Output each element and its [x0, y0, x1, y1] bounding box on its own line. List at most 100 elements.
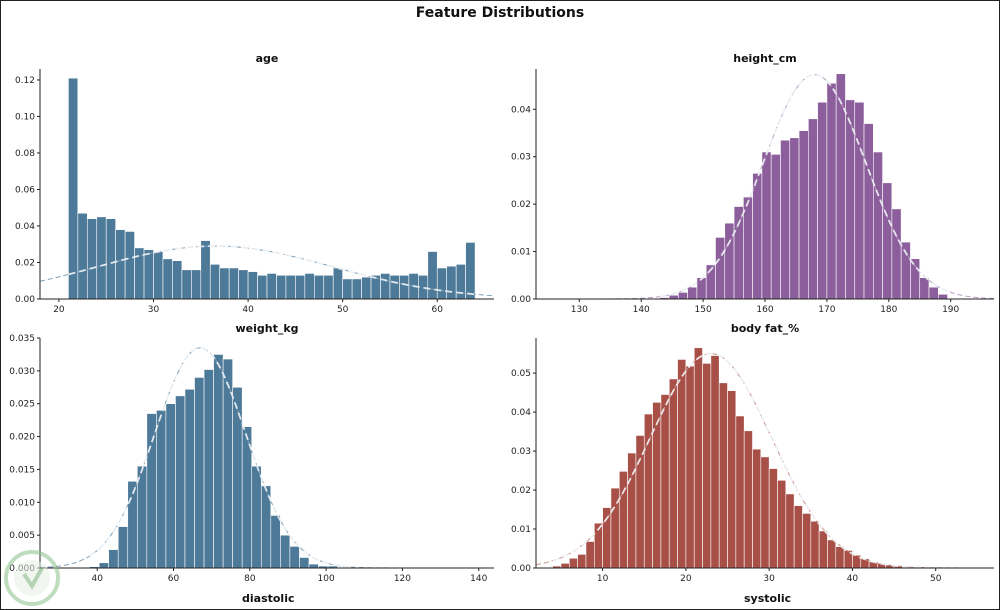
bar-3-18 — [702, 363, 712, 569]
y-tick-label-2-3: 0.015 — [9, 465, 35, 475]
bar-2-12 — [203, 369, 214, 569]
bar-0-22 — [276, 274, 287, 300]
bar-0-39 — [436, 267, 448, 300]
bar-3-34 — [835, 546, 845, 569]
x-tick-label-0-4: 60 — [432, 305, 444, 315]
kde-overlay-2 — [89, 346, 357, 569]
bar-3-8 — [618, 471, 628, 569]
bar-3-12 — [652, 402, 662, 569]
bar-3-27 — [777, 479, 787, 569]
bar-0-40 — [446, 265, 457, 300]
bar-0-17 — [228, 267, 239, 300]
x-tick-label-2-0: 40 — [92, 574, 104, 584]
bar-3-30 — [802, 513, 812, 569]
bar-0-11 — [172, 260, 183, 300]
kde-overlay-0 — [68, 245, 476, 296]
bar-3-17 — [693, 347, 703, 569]
x-tick-label-3-2: 30 — [763, 574, 775, 584]
x-tick-label-0-0: 20 — [53, 305, 65, 315]
bar-0-20 — [257, 274, 268, 300]
y-tick-label-2-5: 0.025 — [9, 400, 35, 410]
panel-title-0: age — [256, 52, 279, 65]
x-tick-label-3-3: 40 — [847, 574, 859, 584]
bar-0-38 — [427, 251, 438, 300]
bar-1-24 — [882, 182, 893, 300]
bar-0-33 — [380, 273, 391, 300]
y-tick-label-3-0: 0.00 — [511, 564, 531, 574]
bar-2-14 — [222, 358, 233, 569]
bar-3-15 — [677, 359, 687, 569]
x-tick-label-2-5: 140 — [470, 574, 487, 584]
bar-0-23 — [285, 274, 296, 300]
panel-0: age 0.00 0.02 0.04 0.06 0.08 0.10 0.12 20 30 40 50 6… — [15, 52, 495, 315]
y-tick-label-3-1: 0.01 — [511, 525, 531, 535]
bar-0-8 — [143, 249, 154, 300]
bar-3-24 — [752, 448, 762, 569]
x-tick-label-0-2: 40 — [242, 305, 254, 315]
bar-1-22 — [863, 123, 874, 300]
bar-1-15 — [798, 130, 809, 300]
x-tick-label-2-1: 60 — [168, 574, 180, 584]
bar-3-22 — [735, 415, 745, 569]
y-tick-label-2-4: 0.020 — [9, 433, 35, 443]
x-tick-label-2-2: 80 — [244, 574, 256, 584]
bar-2-22 — [299, 557, 310, 569]
y-tick-label-2-2: 0.010 — [9, 498, 35, 508]
bar-0-2 — [86, 218, 98, 300]
x-tick-label-1-6: 190 — [942, 305, 959, 315]
x-tick-label-3-4: 50 — [930, 574, 942, 584]
panel-title-1: height_cm — [733, 52, 797, 65]
bar-1-12 — [770, 154, 781, 300]
panel-2: weight_kg0.0000.0050.0100.0150.0200.0250… — [9, 322, 494, 584]
bar-1-2 — [678, 292, 688, 300]
bottom-label-right: systolic — [744, 592, 792, 605]
bar-3-20 — [718, 382, 728, 569]
panel-1: height_cm 0.00 0.01 0.02 0.03 0.04 130 140 150 16… — [511, 52, 995, 315]
bar-2-3 — [117, 526, 129, 569]
bar-3-16 — [685, 365, 695, 569]
bar-3-29 — [793, 505, 803, 569]
bar-1-29 — [928, 286, 939, 300]
bar-0-24 — [295, 274, 306, 300]
bar-1-28 — [919, 277, 930, 300]
x-tick-label-1-0: 130 — [571, 305, 588, 315]
y-tick-label-0-5: 0.10 — [15, 112, 35, 122]
x-tick-label-1-1: 140 — [633, 305, 650, 315]
bar-1-27 — [910, 258, 921, 300]
y-tick-label-2-7: 0.035 — [9, 334, 35, 344]
y-tick-label-3-4: 0.04 — [511, 408, 531, 418]
y-tick-label-0-3: 0.06 — [15, 185, 35, 195]
x-tick-label-2-3: 100 — [318, 574, 335, 584]
bar-0-3 — [96, 216, 107, 300]
bar-3-21 — [727, 390, 737, 569]
bar-0-26 — [313, 274, 325, 300]
bar-2-6 — [146, 413, 157, 569]
bar-3-32 — [818, 530, 828, 569]
y-tick-label-3-2: 0.02 — [511, 486, 531, 496]
bar-0-13 — [191, 269, 202, 300]
bar-0-12 — [181, 269, 192, 300]
y-tick-label-3-3: 0.03 — [511, 447, 531, 457]
bar-3-3 — [577, 554, 587, 569]
bar-0-6 — [124, 231, 135, 300]
panel-title-2: weight_kg — [235, 322, 298, 335]
bar-0-25 — [304, 273, 315, 300]
x-tick-label-0-1: 30 — [148, 305, 160, 315]
x-tick-label-1-5: 180 — [880, 305, 897, 315]
bar-2-11 — [194, 377, 205, 569]
bar-2-5 — [136, 465, 148, 569]
bar-0-4 — [105, 218, 116, 300]
bar-2-1 — [98, 562, 109, 569]
bar-2-15 — [232, 386, 243, 569]
bar-2-2 — [108, 549, 119, 569]
bar-1-10 — [752, 173, 763, 300]
bar-2-20 — [280, 534, 291, 569]
bar-0-9 — [153, 251, 164, 300]
bar-2-21 — [289, 546, 300, 569]
bar-0-31 — [361, 276, 372, 300]
bar-0-21 — [266, 273, 277, 300]
y-tick-label-0-4: 0.08 — [15, 149, 35, 159]
bar-3-31 — [810, 520, 820, 569]
bar-3-11 — [643, 413, 653, 569]
bar-2-8 — [165, 403, 176, 569]
